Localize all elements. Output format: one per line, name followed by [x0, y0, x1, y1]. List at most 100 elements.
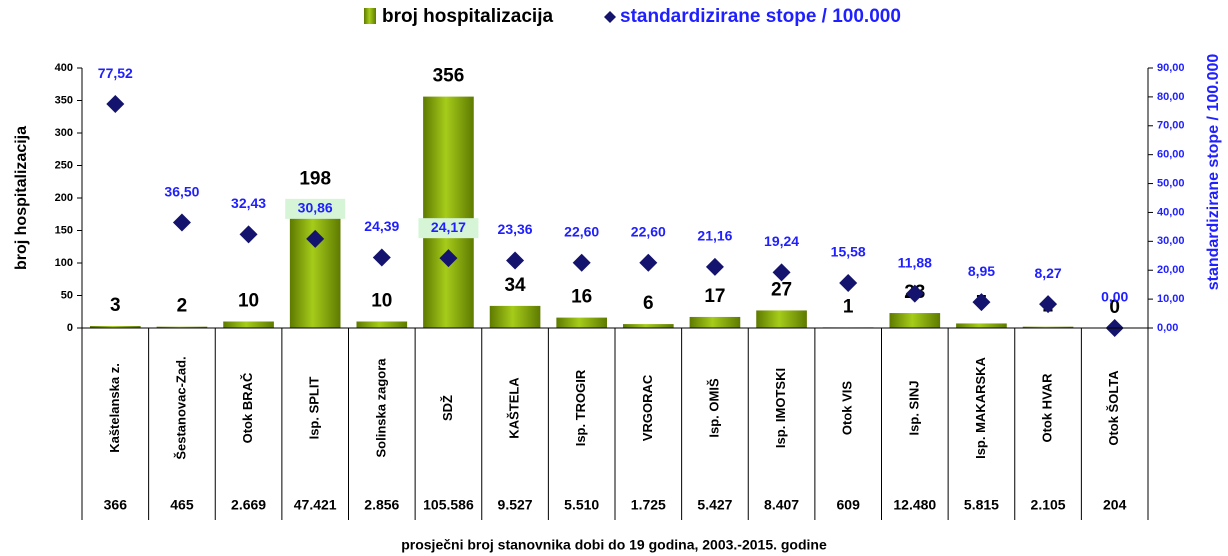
x-tick-label: Isp. TROGIR [573, 369, 588, 446]
table-cell: 12.480 [893, 497, 936, 513]
legend-label: standardizirane stope / 100.000 [620, 6, 901, 27]
point-value-label: 24,39 [364, 218, 399, 234]
bar-value-label: 6 [643, 293, 654, 314]
bar-value-label: 10 [238, 291, 259, 312]
point-value-label: 15,58 [831, 244, 866, 260]
bar [622, 324, 674, 328]
point [239, 225, 258, 244]
x-tick-label: Isp. SPLIT [307, 377, 322, 440]
bar [956, 323, 1007, 328]
label-highlight [418, 218, 479, 239]
y-tick-label: 250 [55, 159, 73, 171]
point-value-label: 77,52 [98, 65, 133, 81]
table-cell: 47.421 [294, 497, 337, 513]
y-tick-label: 200 [55, 192, 73, 204]
point [839, 273, 858, 292]
point-value-label: 30,86 [298, 200, 333, 216]
bar-value-label: 0 [1109, 297, 1120, 318]
point [106, 95, 125, 114]
y-tick-label: 50 [61, 289, 73, 301]
legend-bar-swatch [364, 8, 376, 24]
y-tick-label: 350 [55, 94, 73, 106]
y-tick-label: 400 [55, 62, 73, 74]
point-value-label: 0,00 [1101, 289, 1128, 305]
x-tick-label: SDŽ [440, 395, 455, 421]
y2-tick-label: 60,00 [1157, 149, 1185, 161]
table-cell: 609 [837, 497, 861, 513]
x-tick-label: KAŠTELA [507, 377, 522, 439]
x-tick-label: Isp. IMOTSKI [773, 368, 788, 448]
point-value-label: 22,60 [631, 223, 666, 239]
y-tick-label: 300 [55, 127, 73, 139]
bar-value-label: 16 [571, 287, 592, 308]
point-value-label: 8,27 [1034, 265, 1061, 281]
point [639, 253, 658, 272]
y2-tick-label: 70,00 [1157, 120, 1185, 132]
y-axis-title: broj hospitalizacija [13, 126, 30, 270]
y2-tick-label: 0,00 [1157, 322, 1178, 334]
point [1039, 295, 1058, 314]
table-cell: 1.725 [631, 497, 666, 513]
x-axis-title: prosječni broj stanovnika dobi do 19 god… [401, 537, 827, 553]
y2-tick-label: 80,00 [1157, 91, 1185, 103]
x-tick-label: Otok BRAČ [240, 372, 255, 443]
table-cell: 8.407 [764, 497, 799, 513]
bar [356, 321, 408, 328]
y2-tick-label: 20,00 [1157, 264, 1185, 276]
table-cell: 5.427 [697, 497, 732, 513]
label-highlight [285, 198, 346, 219]
point-value-label: 8,95 [968, 263, 995, 279]
point-value-label: 32,43 [231, 195, 266, 211]
bar [156, 326, 208, 328]
bar [89, 326, 141, 328]
x-tick-label: Isp. OMIŠ [706, 378, 721, 438]
point [572, 253, 591, 272]
bar [889, 313, 941, 328]
point-value-label: 11,88 [898, 254, 932, 270]
bar [223, 321, 274, 328]
y2-tick-label: 50,00 [1157, 177, 1185, 189]
point [306, 229, 325, 248]
table-cell: 5.510 [564, 497, 599, 513]
bar-value-label: 34 [504, 275, 526, 296]
point [972, 293, 991, 312]
y-tick-label: 150 [55, 224, 73, 236]
y-tick-label: 100 [55, 257, 73, 269]
bar-value-label: 27 [771, 279, 792, 300]
y2-tick-label: 30,00 [1157, 235, 1185, 247]
table-cell: 2.856 [364, 497, 399, 513]
point-value-label: 23,36 [498, 221, 533, 237]
table-cell: 5.815 [964, 497, 999, 513]
x-tick-label: Kaštelanska z. [107, 363, 122, 453]
point [372, 248, 391, 267]
bar-value-label: 1 [843, 296, 854, 317]
legend-label: broj hospitalizacija [382, 6, 553, 27]
y2-tick-label: 90,00 [1157, 62, 1185, 74]
table-cell: 366 [104, 497, 128, 513]
bar-value-label: 2 [177, 296, 188, 317]
x-tick-label: Isp. SINJ [906, 381, 921, 436]
bar [423, 96, 474, 328]
bar [556, 317, 608, 328]
legend-diamond [604, 11, 616, 23]
x-tick-label: Šestanovac-Zad. [173, 356, 188, 459]
x-tick-label: Otok ŠOLTA [1106, 370, 1121, 446]
table-cell: 105.586 [423, 497, 474, 513]
table-cell: 2.669 [231, 497, 266, 513]
table-cell: 9.527 [498, 497, 533, 513]
bar-value-label: 3 [110, 295, 121, 316]
bar [489, 305, 541, 328]
bar [756, 310, 807, 328]
bar-value-label: 10 [371, 291, 392, 312]
point-value-label: 21,16 [697, 228, 732, 244]
table-cell: 204 [1103, 497, 1127, 513]
point [905, 284, 924, 303]
point-value-label: 36,50 [164, 183, 199, 199]
y2-tick-label: 40,00 [1157, 206, 1185, 218]
x-tick-label: Solinska zagora [373, 358, 388, 458]
bar-value-label: 198 [299, 168, 331, 189]
point-value-label: 24,17 [431, 219, 466, 235]
point [172, 213, 191, 232]
bar-value-label: 17 [704, 286, 725, 307]
